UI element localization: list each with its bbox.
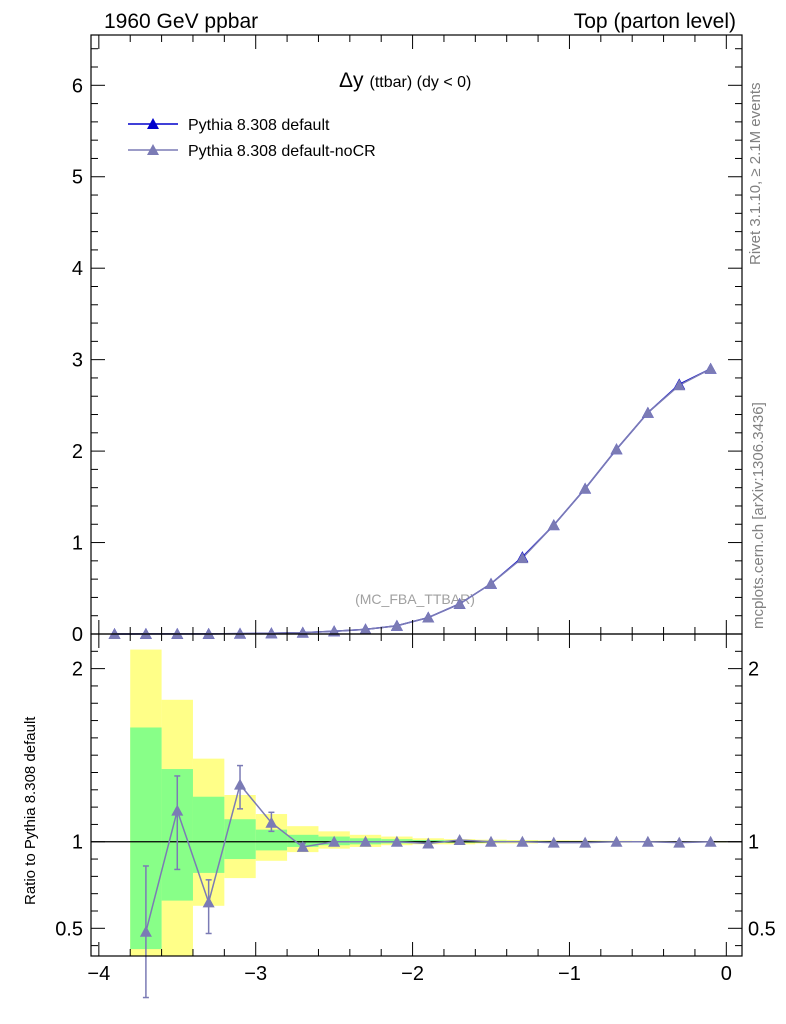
ratio-plot-frame	[90, 633, 743, 957]
plot-title-main: Δy	[339, 69, 364, 92]
ratio-point	[171, 804, 184, 816]
x-tick-label: −2	[401, 963, 424, 985]
x-tick-label: 0	[721, 963, 732, 985]
y-tick-label: 5	[72, 167, 83, 189]
ratio-point	[202, 896, 215, 908]
ratio-point	[390, 835, 403, 847]
ratio-y-tick-label-right: 1	[748, 832, 759, 854]
legend-marker-nocr	[147, 144, 159, 155]
data-point	[579, 482, 592, 494]
x-tick-label: −3	[244, 963, 267, 985]
ratio-point	[359, 835, 372, 847]
ratio-y-tick-label-right: 0.5	[748, 918, 776, 940]
x-tick-label: −1	[558, 963, 581, 985]
data-point	[453, 597, 466, 609]
data-point	[673, 379, 686, 391]
ratio-y-tick-label: 1	[72, 832, 83, 854]
plot-title-rest: (ttbar) (dy < 0)	[370, 74, 472, 91]
data-point	[516, 552, 529, 564]
ratio-point	[547, 836, 560, 848]
ratio-y-tick-label-right: 2	[748, 659, 759, 681]
ratio-point	[485, 835, 498, 847]
ratio-y-tick-label: 2	[72, 659, 83, 681]
legend-marker-default	[147, 118, 159, 129]
mcplots-label: mcplots.cern.ch [arXiv:1306.3436]	[750, 402, 767, 629]
legend-label-nocr: Pythia 8.308 default-noCR	[188, 143, 376, 160]
y-tick-label: 4	[72, 258, 83, 280]
ratio-plot-marks	[91, 649, 742, 999]
ratio-point	[516, 835, 529, 847]
ratio-point	[328, 835, 341, 847]
data-point	[610, 443, 623, 455]
y-tick-label: 3	[72, 350, 83, 372]
y-tick-label: 2	[72, 441, 83, 463]
x-tick-label: −4	[87, 963, 110, 985]
data-point	[704, 362, 717, 374]
ratio-band-green	[255, 829, 288, 851]
data-point	[390, 619, 403, 631]
ratio-point	[265, 816, 278, 828]
ratio-point	[641, 835, 654, 847]
data-point	[641, 406, 654, 418]
axes: −4 −3 −2 −1 0 0 1 2 3 4 5 6 0.5 0.5 1 1 2 2	[55, 34, 776, 985]
data-point	[265, 627, 278, 639]
plot-title: Δy (ttbar) (dy < 0)	[339, 69, 471, 92]
ratio-point	[139, 925, 152, 937]
ratio-point	[610, 835, 623, 847]
data-point	[234, 627, 247, 639]
data-point	[422, 611, 435, 623]
y-tick-label: 1	[72, 533, 83, 555]
ratio-point	[673, 836, 686, 848]
ratio-point	[296, 840, 309, 852]
ratio-point	[453, 834, 466, 846]
legend-label-default: Pythia 8.308 default	[188, 117, 330, 134]
ratio-point	[579, 836, 592, 848]
ratio-y-tick-label: 0.5	[55, 918, 83, 940]
data-point	[296, 626, 309, 638]
legend: Pythia 8.308 default Pythia 8.308 defaul…	[128, 117, 376, 160]
y-tick-label: 6	[72, 75, 83, 97]
y-tick-label: 0	[72, 624, 83, 646]
data-point	[359, 623, 372, 635]
header-left-label: 1960 GeV ppbar	[104, 10, 258, 33]
header-right-label: Top (parton level)	[574, 10, 736, 33]
rivet-version-label: Rivet 3.1.10, ≥ 2.1M events	[747, 83, 764, 266]
data-point	[202, 627, 215, 639]
analysis-annotation: (MC_FBA_TTBAR)	[355, 591, 475, 607]
ratio-ylabel: Ratio to Pythia 8.308 default	[22, 716, 39, 905]
ratio-point	[704, 835, 717, 847]
ratio-point	[422, 837, 435, 849]
data-point	[485, 577, 498, 589]
ratio-point	[234, 778, 247, 790]
data-point	[547, 519, 560, 531]
ratio-band-green	[287, 834, 319, 847]
